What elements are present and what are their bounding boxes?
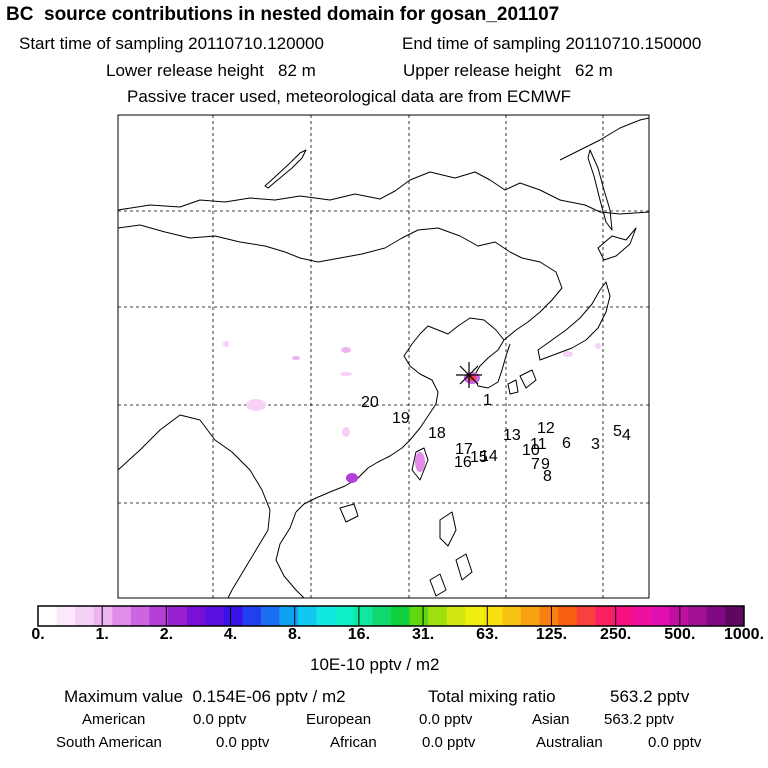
color-scale-cell — [483, 606, 503, 626]
trajectory-label-1: 1 — [483, 392, 492, 409]
color-scale-cell — [725, 606, 745, 626]
color-scale-cell — [130, 606, 150, 626]
color-scale-cell — [56, 606, 76, 626]
start-time-label: Start time of sampling 20110710.120000 — [19, 34, 324, 53]
color-scale-cell — [335, 606, 355, 626]
color-scale-tick: 2. — [159, 626, 174, 643]
color-scale-tick: 16. — [347, 626, 371, 643]
color-scale-cell — [651, 606, 670, 626]
region-value-asian: 563.2 pptv — [604, 711, 675, 728]
trajectory-label-3: 3 — [591, 436, 600, 453]
trajectory-label-10: 10 — [522, 442, 540, 459]
trajectory-label-7: 7 — [531, 456, 540, 473]
color-scale-cell — [391, 606, 410, 626]
color-scale-tick: 250. — [600, 626, 632, 643]
color-scale-cell — [372, 606, 392, 626]
trajectory-label-11: 11 — [530, 436, 547, 453]
color-scale-bar — [37, 605, 745, 627]
color-scale-cell — [428, 606, 448, 626]
maximum-value-label: Maximum value 0.154E-06 pptv / m2 — [64, 687, 346, 706]
color-scale-cell — [539, 606, 559, 626]
region-value-australian: 0.0 pptv — [648, 734, 702, 751]
color-scale-cell — [595, 606, 615, 626]
lower-release-label: Lower release height 82 m — [106, 61, 316, 80]
color-scale-cell — [576, 606, 596, 626]
map-frame — [117, 114, 650, 599]
color-scale-cell — [298, 606, 317, 626]
graticule — [118, 115, 649, 598]
trajectory-label-9: 9 — [541, 456, 550, 473]
color-scale-cell — [316, 606, 336, 626]
color-scale-cell — [168, 606, 187, 626]
model-note: Passive tracer used, meteorological data… — [127, 87, 572, 106]
color-scale-tick: 4. — [223, 626, 238, 643]
color-scale-cell — [186, 606, 206, 626]
trajectory-label-17: 17 — [455, 441, 473, 458]
color-scale-cell — [223, 606, 243, 626]
trajectory-label-6: 6 — [562, 435, 571, 452]
trajectory-label-14: 14 — [480, 448, 498, 465]
trajectory-label-20: 20 — [361, 394, 379, 411]
trajectory-label-12: 12 — [537, 420, 555, 437]
color-scale-cell — [706, 606, 726, 626]
color-scale-cell — [688, 606, 708, 626]
region-name-australian: Australian — [536, 734, 603, 751]
color-scale-tick: 500. — [664, 626, 696, 643]
color-scale-tick: 0. — [31, 626, 45, 643]
color-scale-unit: 10E-10 pptv / m2 — [310, 655, 440, 674]
trajectory-label-8: 8 — [543, 468, 552, 485]
trajectory-label-15: 15 — [470, 449, 488, 466]
color-scale-tick: 8. — [288, 626, 302, 643]
plot-title: BC source contributions in nested domain… — [6, 4, 560, 25]
trajectory-label-19: 19 — [392, 410, 410, 427]
color-scale-cell — [353, 606, 373, 626]
region-name-asian: Asian — [532, 711, 570, 728]
region-value-south-american: 0.0 pptv — [216, 734, 270, 751]
color-scale-cell — [260, 606, 280, 626]
region-name-african: African — [330, 734, 377, 751]
trajectory-label-13: 13 — [503, 427, 521, 444]
total-mixing-label: Total mixing ratio — [428, 687, 556, 706]
color-scale-cell — [558, 606, 578, 626]
color-scale-tick: 31. — [411, 626, 435, 643]
region-name-south-american: South American — [56, 734, 162, 751]
upper-release-label: Upper release height 62 m — [403, 61, 613, 80]
color-scale-cell — [93, 606, 113, 626]
trajectory-label-5: 5 — [613, 423, 622, 440]
color-scale-cell — [149, 606, 169, 626]
color-scale-tick: 63. — [476, 626, 499, 643]
end-time-label: End time of sampling 20110710.150000 — [402, 34, 702, 53]
color-scale-tick: 1000. — [723, 626, 765, 643]
color-scale-cell — [502, 606, 522, 626]
color-scale-cell — [446, 606, 466, 626]
color-scale-cell — [279, 606, 299, 626]
region-value-american: 0.0 pptv — [193, 711, 247, 728]
color-scale-cell — [521, 606, 540, 626]
region-name-european: European — [306, 711, 372, 728]
region-value-european: 0.0 pptv — [419, 711, 473, 728]
trajectory-label-18: 18 — [428, 425, 446, 442]
color-scale-cell — [75, 606, 95, 626]
color-scale-cell — [632, 606, 652, 626]
color-scale-tick: 1. — [95, 626, 109, 643]
color-scale-cell — [669, 606, 689, 626]
region-name-american: American — [82, 711, 146, 728]
region-value-african: 0.0 pptv — [422, 734, 476, 751]
trajectory-label-4: 4 — [622, 427, 631, 444]
receptor-marker — [456, 362, 482, 388]
total-mixing-value: 563.2 pptv — [610, 687, 690, 706]
color-scale-cell — [242, 606, 262, 626]
trajectory-label-16: 16 — [454, 454, 472, 471]
coastlines — [117, 117, 650, 599]
color-scale-cell — [205, 606, 225, 626]
color-scale-cell — [112, 606, 132, 626]
color-scale-cell — [38, 606, 57, 626]
color-scale-tick: 125. — [535, 626, 568, 643]
color-scale-cell — [613, 606, 633, 626]
color-scale-cell — [465, 606, 485, 626]
color-scale-cell — [409, 606, 429, 626]
